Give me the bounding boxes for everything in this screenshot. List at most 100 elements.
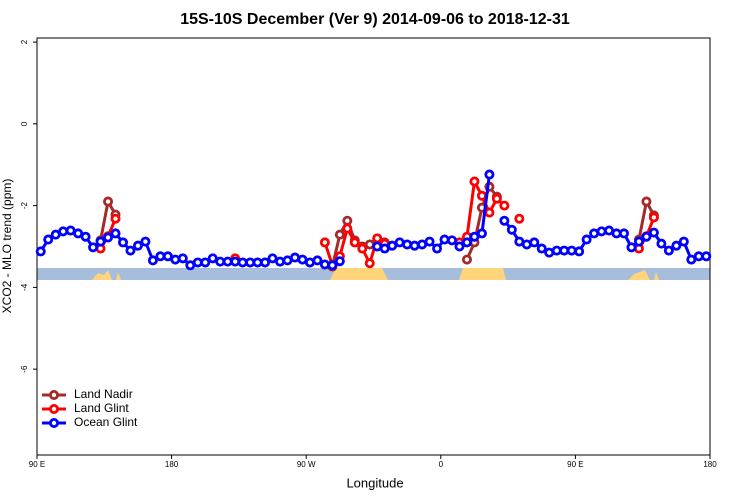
data-point [387, 240, 398, 251]
data-point [162, 251, 173, 262]
data-point [95, 236, 106, 247]
chart-title: 15S-10S December (Ver 9) 2014-09-06 to 2… [180, 11, 570, 28]
data-point [357, 243, 368, 254]
data-point [499, 215, 510, 226]
data-point [469, 176, 480, 187]
x-axis-label: Longitude [346, 475, 403, 490]
data-point [103, 196, 114, 207]
data-point [447, 235, 458, 246]
data-point [409, 240, 420, 251]
data-point [566, 245, 577, 256]
data-point [574, 246, 585, 257]
data-point [207, 253, 218, 264]
data-point [476, 228, 487, 239]
data-point [43, 234, 54, 245]
data-point [319, 259, 330, 270]
data-point [80, 231, 91, 242]
data-point [88, 242, 99, 253]
data-point [454, 241, 465, 252]
data-point [529, 237, 540, 248]
data-point [334, 256, 345, 267]
x-tick-label: 90 W [297, 460, 316, 469]
data-point [678, 236, 689, 247]
data-point [402, 239, 413, 250]
data-point [267, 253, 278, 264]
data-point [170, 254, 181, 265]
data-point [364, 258, 375, 269]
data-point [334, 229, 345, 240]
legend-label: Land Glint [74, 401, 129, 415]
data-point [432, 243, 443, 254]
data-point [671, 240, 682, 251]
data-point [50, 229, 61, 240]
legend-marker [49, 403, 60, 414]
data-point [117, 237, 128, 248]
data-point [663, 245, 674, 256]
data-point [491, 193, 502, 204]
data-point [342, 215, 353, 226]
data-point [536, 243, 547, 254]
data-point [140, 236, 151, 247]
data-point [626, 242, 637, 253]
land-patch [654, 272, 659, 280]
y-tick-label: -4 [20, 283, 29, 291]
data-point [641, 196, 652, 207]
data-point [633, 236, 644, 247]
x-tick-label: 180 [165, 460, 179, 469]
data-point [230, 256, 241, 267]
data-point [132, 240, 143, 251]
data-point [476, 190, 487, 201]
data-point [372, 233, 383, 244]
data-point [648, 212, 659, 223]
data-point [73, 228, 84, 239]
land-patch [459, 268, 506, 280]
data-point [484, 207, 495, 218]
y-tick-label: -6 [20, 365, 29, 373]
data-point [275, 256, 286, 267]
data-point [656, 238, 667, 249]
data-point [439, 234, 450, 245]
y-tick-label: 0 [20, 121, 29, 126]
land-patch [330, 268, 388, 280]
legend-marker [49, 417, 60, 428]
data-point [648, 227, 659, 238]
data-point [349, 237, 360, 248]
x-tick-label: 90 E [29, 460, 45, 469]
data-point [499, 200, 510, 211]
data-point [200, 257, 211, 268]
x-tick-label: 180 [703, 460, 717, 469]
data-point [701, 251, 712, 262]
y-tick-label: 2 [20, 39, 29, 44]
data-point [461, 254, 472, 265]
x-tick-label: 0 [439, 460, 444, 469]
data-point [147, 255, 158, 266]
legend-label: Land Nadir [74, 387, 133, 401]
plot-frame [36, 37, 711, 456]
y-tick-label: -2 [20, 202, 29, 210]
data-point [260, 257, 271, 268]
data-point [506, 224, 517, 235]
data-point [110, 213, 121, 224]
legend-label: Ocean Glint [74, 415, 138, 429]
y-axis-label: XCO2 - MLO trend (ppm) [0, 179, 14, 314]
data-point [312, 255, 323, 266]
data-point [514, 213, 525, 224]
data-point [469, 231, 480, 242]
data-point [110, 228, 121, 239]
data-point [461, 237, 472, 248]
data-point [686, 254, 697, 265]
land-patch [92, 270, 112, 280]
legend-marker [49, 389, 60, 400]
land-patch [628, 270, 650, 280]
data-point [581, 234, 592, 245]
data-point [35, 246, 46, 257]
data-point [103, 232, 114, 243]
data-point [125, 245, 136, 256]
data-point [342, 223, 353, 234]
x-tick-label: 90 E [567, 460, 583, 469]
data-point [319, 237, 330, 248]
surface-band [37, 268, 710, 280]
